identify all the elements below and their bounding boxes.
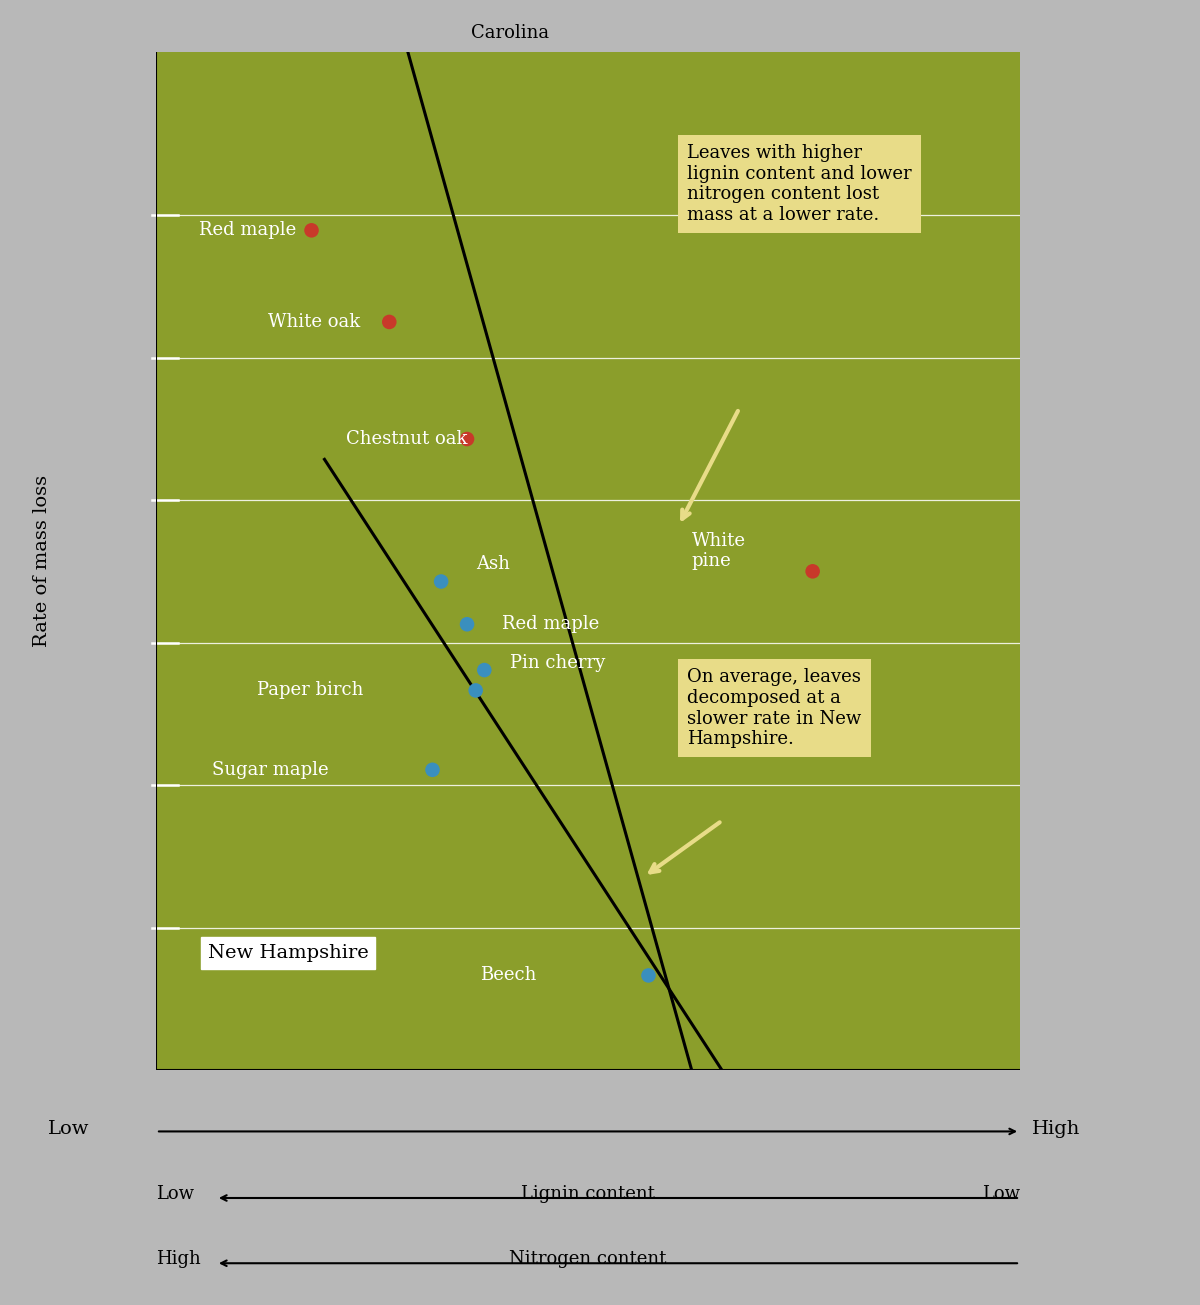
Text: Sugar maple: Sugar maple (212, 761, 329, 779)
Point (432, 572, 451, 592)
Text: Red maple: Red maple (199, 222, 296, 239)
Text: New Hampshire: New Hampshire (208, 944, 368, 962)
Text: Paper birch: Paper birch (257, 681, 364, 699)
Point (457, 428, 476, 449)
Text: Low: Low (156, 1185, 194, 1203)
Text: Beech: Beech (480, 967, 536, 984)
Text: Lignin content: Lignin content (521, 1185, 655, 1203)
Point (302, 219, 322, 240)
Point (638, 964, 658, 985)
Point (457, 613, 476, 634)
Text: Nitrogen content: Nitrogen content (509, 1250, 667, 1268)
Text: Rate of mass loss: Rate of mass loss (34, 475, 52, 647)
Point (475, 659, 494, 680)
Text: Leaves with higher
lignin content and lower
nitrogen content lost
mass at a lowe: Leaves with higher lignin content and lo… (688, 144, 912, 224)
Text: High: High (1032, 1120, 1080, 1138)
Text: Low: Low (48, 1120, 90, 1138)
Text: Carolina: Carolina (472, 23, 550, 42)
Text: Ash: Ash (475, 555, 510, 573)
Point (466, 680, 485, 701)
Text: On average, leaves
decomposed at a
slower rate in New
Hampshire.: On average, leaves decomposed at a slowe… (688, 668, 862, 749)
Point (422, 760, 442, 780)
Point (379, 312, 398, 333)
Text: Low: Low (982, 1185, 1020, 1203)
Point (803, 561, 822, 582)
Text: White
pine: White pine (691, 531, 745, 570)
Text: Pin cherry: Pin cherry (510, 654, 606, 672)
Text: White oak: White oak (269, 313, 360, 331)
Text: High: High (156, 1250, 200, 1268)
Text: Red maple: Red maple (502, 615, 599, 633)
Text: Chestnut oak: Chestnut oak (346, 431, 468, 448)
